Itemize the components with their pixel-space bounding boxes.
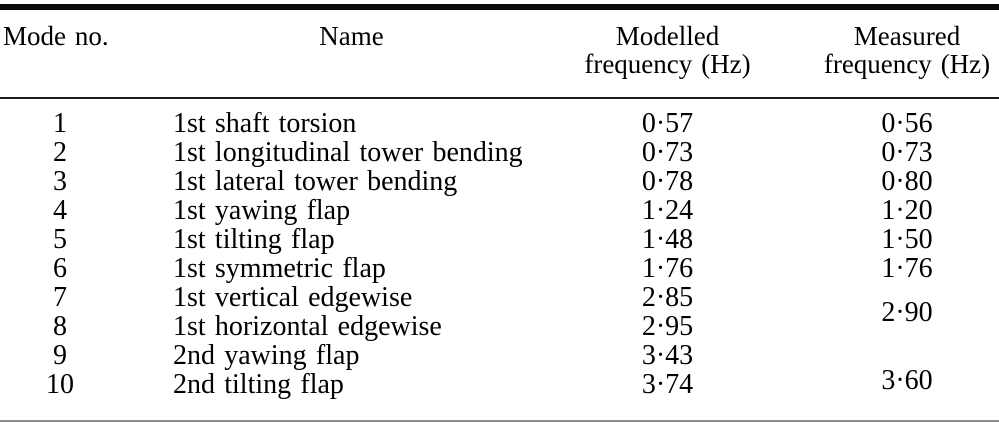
cell-mode-no: 4 bbox=[53, 195, 67, 226]
cell-modelled-frequency: 1·48 bbox=[641, 224, 694, 255]
cell-measured-frequency: 1·50 bbox=[881, 224, 933, 255]
cell-measured-frequency: 1·20 bbox=[881, 195, 933, 226]
table-body: 1 1st shaft torsion 0·57 0·56 2 1st longitudi… bbox=[0, 98, 999, 421]
cell-mode-name: 1st shaft torsion bbox=[173, 108, 357, 139]
modelled-header-line1: Modelled bbox=[615, 21, 720, 51]
cell-mode-name: 1st tilting flap bbox=[173, 224, 335, 255]
header-row: Mode no. Name Modelled frequency (Hz) Me… bbox=[0, 7, 999, 99]
cell-modelled-frequency: 3·43 bbox=[641, 340, 694, 371]
measured-header-line1: Measured bbox=[853, 21, 961, 51]
cell-mode-name: 2nd yawing flap bbox=[173, 340, 360, 371]
table-row: 6 1st symmetric flap 1·76 1·76 bbox=[0, 254, 999, 283]
table-row: 4 1st yawing flap 1·24 1·20 bbox=[0, 196, 999, 225]
cell-modelled-frequency: 2·95 bbox=[641, 311, 694, 342]
cell-mode-name: 2nd tilting flap bbox=[173, 369, 344, 400]
cell-mode-no: 9 bbox=[53, 340, 67, 371]
table-row: 2 1st longitudinal tower bending 0·73 0·73 bbox=[0, 138, 999, 167]
column-header-modelled-frequency: Modelled frequency (Hz) bbox=[530, 7, 805, 99]
cell-measured-frequency: 2·90 bbox=[881, 296, 933, 328]
modelled-header-line2: frequency (Hz) bbox=[584, 49, 751, 79]
cell-mode-no: 2 bbox=[53, 137, 67, 168]
cell-mode-name: 1st longitudinal tower bending bbox=[173, 137, 523, 168]
cell-modelled-frequency: 3·74 bbox=[641, 369, 694, 400]
measured-header-line2: frequency (Hz) bbox=[823, 49, 991, 79]
cell-mode-name: 1st vertical edgewise bbox=[173, 282, 413, 313]
table-row: 7 1st vertical edgewise 2·85 2·90 bbox=[0, 282, 999, 327]
cell-mode-no: 8 bbox=[53, 311, 67, 342]
modal-frequency-table: Mode no. Name Modelled frequency (Hz) Me… bbox=[0, 4, 999, 422]
cell-mode-name: 1st yawing flap bbox=[173, 195, 351, 226]
cell-measured-frequency: 3·60 bbox=[881, 365, 933, 396]
cell-modelled-frequency: 1·24 bbox=[641, 195, 694, 226]
cell-modelled-frequency: 0·78 bbox=[641, 166, 694, 197]
table-row: 9 2nd yawing flap 3·43 3·60 bbox=[0, 340, 999, 395]
cell-measured-frequency: 0·56 bbox=[881, 108, 933, 139]
column-header-name: Name bbox=[120, 7, 530, 99]
cell-mode-name: 1st symmetric flap bbox=[173, 253, 386, 284]
cell-mode-name: 1st horizontal edgewise bbox=[173, 311, 442, 342]
table-header: Mode no. Name Modelled frequency (Hz) Me… bbox=[0, 7, 999, 99]
cell-mode-no: 5 bbox=[53, 224, 67, 255]
cell-mode-no: 3 bbox=[53, 166, 67, 197]
cell-modelled-frequency: 0·57 bbox=[641, 108, 694, 139]
cell-modelled-frequency: 2·85 bbox=[641, 282, 694, 313]
cell-mode-no: 7 bbox=[53, 282, 67, 313]
cell-measured-frequency: 0·80 bbox=[881, 166, 933, 197]
cell-mode-no: 1 bbox=[53, 108, 67, 139]
cell-modelled-frequency: 0·73 bbox=[641, 137, 694, 168]
column-header-mode-no: Mode no. bbox=[0, 7, 120, 99]
cell-mode-name: 1st lateral tower bending bbox=[173, 166, 458, 197]
column-header-measured-frequency: Measured frequency (Hz) bbox=[805, 7, 999, 99]
table-row: 5 1st tilting flap 1·48 1·50 bbox=[0, 225, 999, 254]
cell-modelled-frequency: 1·76 bbox=[641, 253, 694, 284]
cell-mode-no: 10 bbox=[46, 369, 74, 400]
table-row: 10 2nd tilting flap 3·74 bbox=[0, 370, 999, 421]
cell-measured-frequency: 0·73 bbox=[881, 137, 933, 168]
table-row: 8 1st horizontal edgewise 2·95 bbox=[0, 312, 999, 341]
table-row: 1 1st shaft torsion 0·57 0·56 bbox=[0, 98, 999, 138]
cell-measured-frequency: 1·76 bbox=[881, 253, 933, 284]
cell-mode-no: 6 bbox=[53, 253, 67, 284]
table-row: 3 1st lateral tower bending 0·78 0·80 bbox=[0, 167, 999, 196]
